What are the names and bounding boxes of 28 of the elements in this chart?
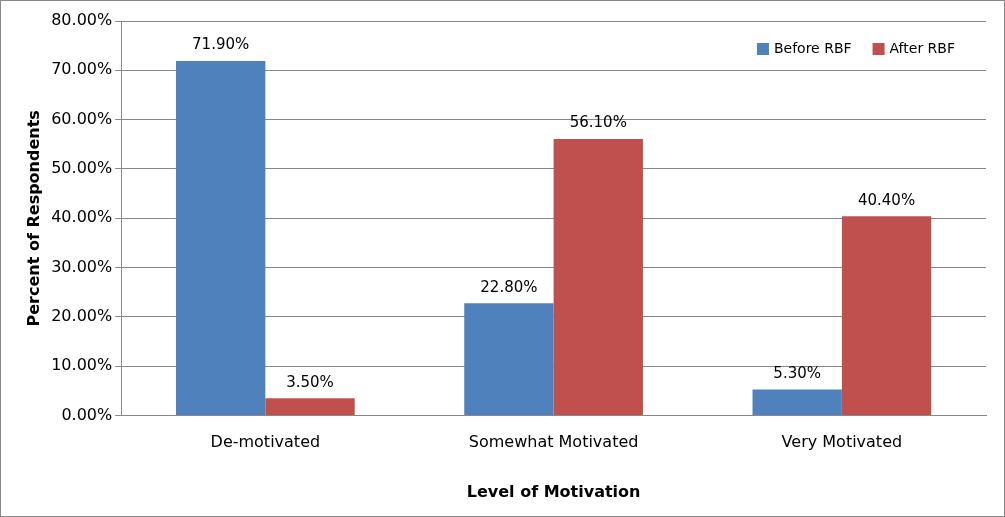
y-axis-title: Percent of Respondents <box>23 110 43 327</box>
bar <box>841 216 932 416</box>
data-label: 3.50% <box>286 372 334 391</box>
x-tick-label: Somewhat Motivated <box>468 432 639 452</box>
y-tick-label: 30.00% <box>51 256 113 276</box>
y-tick-label: 40.00% <box>51 207 113 227</box>
data-label: 22.80% <box>480 277 538 296</box>
x-tick-label: De-motivated <box>210 432 321 452</box>
bar <box>464 303 554 416</box>
y-tick-label: 10.00% <box>51 355 113 375</box>
data-label: 56.10% <box>569 113 627 132</box>
y-tick-label: 0.00% <box>61 404 113 424</box>
legend-label: After RBF <box>889 39 956 56</box>
y-tick-label: 60.00% <box>51 108 113 128</box>
data-label: 5.30% <box>773 363 822 382</box>
y-tick-label: 50.00% <box>51 158 113 178</box>
x-tick-label: Very Motivated <box>781 432 903 452</box>
x-axis-title: Level of Motivation <box>466 481 641 501</box>
legend-label: Before RBF <box>773 39 852 56</box>
y-tick-label: 80.00% <box>51 10 113 30</box>
bar <box>752 389 842 416</box>
y-tick-label: 20.00% <box>51 306 113 326</box>
bar <box>553 138 643 416</box>
data-label: 71.90% <box>192 35 250 54</box>
y-tick-label: 70.00% <box>51 59 113 79</box>
bar <box>265 398 355 416</box>
data-label: 40.40% <box>857 190 916 209</box>
bar <box>175 60 266 416</box>
